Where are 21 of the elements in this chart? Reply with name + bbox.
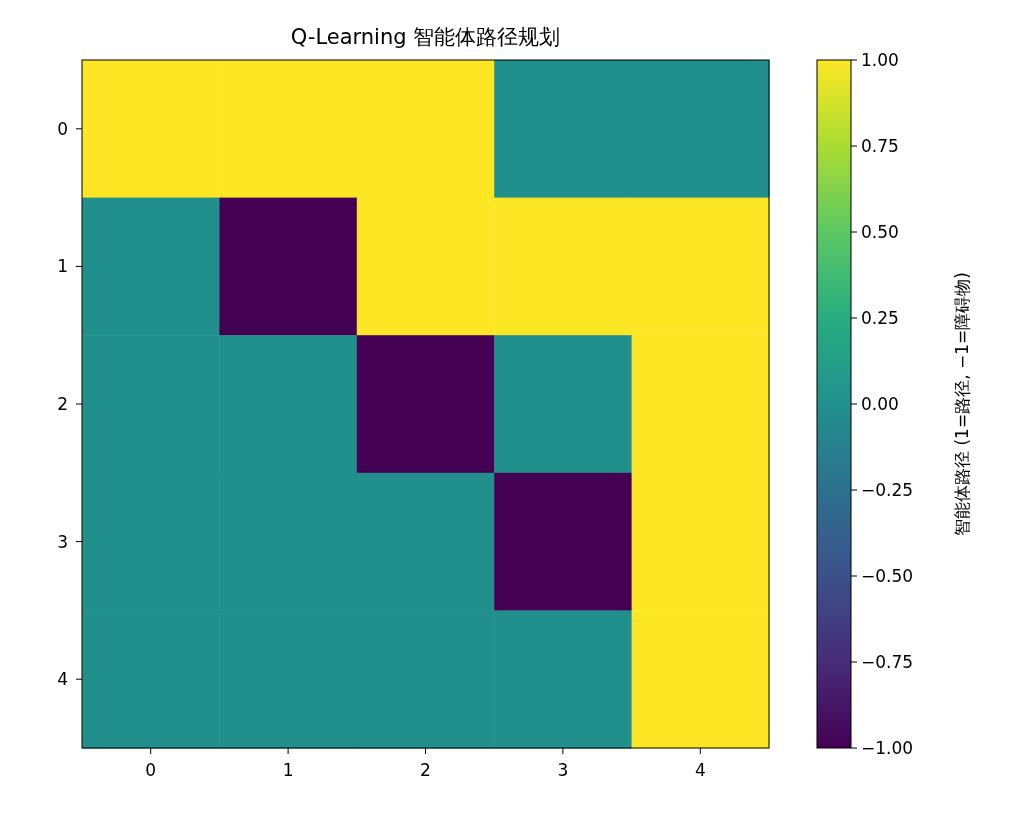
color-bar-title: 智能体路径 (1=路径, −1=障碍物) xyxy=(952,272,972,536)
color-bar-label: −0.50 xyxy=(861,566,914,586)
color-bar-label: 0.00 xyxy=(861,394,899,414)
x-tick-label: 3 xyxy=(557,760,569,780)
y-tick-label: 2 xyxy=(57,394,68,414)
x-tick-label: 1 xyxy=(282,760,294,780)
color-bar-label: 0.25 xyxy=(861,308,899,328)
y-tick-label: 3 xyxy=(57,531,68,552)
color-bar-label: −0.25 xyxy=(861,480,914,500)
color-bar-label: 1.00 xyxy=(861,50,899,70)
color-bar-label: −1.00 xyxy=(861,738,914,758)
x-tick-label: 0 xyxy=(145,760,157,780)
y-tick-label: 1 xyxy=(57,256,68,277)
color-bar-label: 0.50 xyxy=(861,222,899,242)
color-bar-label: −0.75 xyxy=(861,652,914,672)
x-tick-label: 4 xyxy=(694,760,706,780)
chart-title: Q-Learning 智能体路径规划 xyxy=(290,25,561,49)
color-bar-label: 0.75 xyxy=(861,136,899,156)
x-tick-label: 2 xyxy=(420,760,431,780)
y-tick-label: 4 xyxy=(57,669,68,690)
y-tick-label: 0 xyxy=(57,118,68,139)
